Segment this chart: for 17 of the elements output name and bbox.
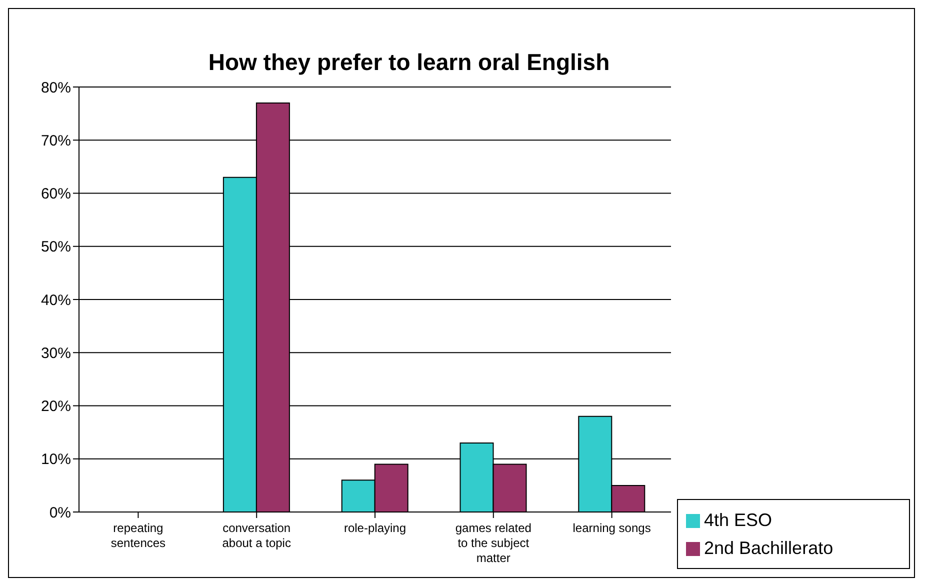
y-tick-label: 20%: [40, 398, 71, 416]
y-tick-label: 30%: [40, 344, 71, 362]
x-tick-label: conversation about a topic: [222, 521, 291, 550]
y-tick-label: 10%: [40, 451, 71, 468]
y-tick-label: 40%: [40, 292, 71, 309]
y-tick-label: 0%: [49, 504, 71, 522]
x-tick-label: learning songs: [572, 521, 651, 535]
y-tick-label: 50%: [40, 238, 71, 256]
x-tick-label: role-playing: [344, 521, 406, 535]
legend-label: 4th ESO: [704, 510, 772, 530]
y-tick-label: 60%: [40, 186, 71, 203]
x-tick-label: games related to the subject matter: [455, 521, 532, 565]
chart-title: How they prefer to learn oral English: [207, 49, 611, 76]
y-tick-label: 70%: [40, 132, 71, 150]
legend-label: 2nd Bachillerato: [704, 538, 834, 558]
x-tick-label: repeating sentences: [110, 521, 166, 550]
y-tick-label: 80%: [40, 79, 71, 96]
